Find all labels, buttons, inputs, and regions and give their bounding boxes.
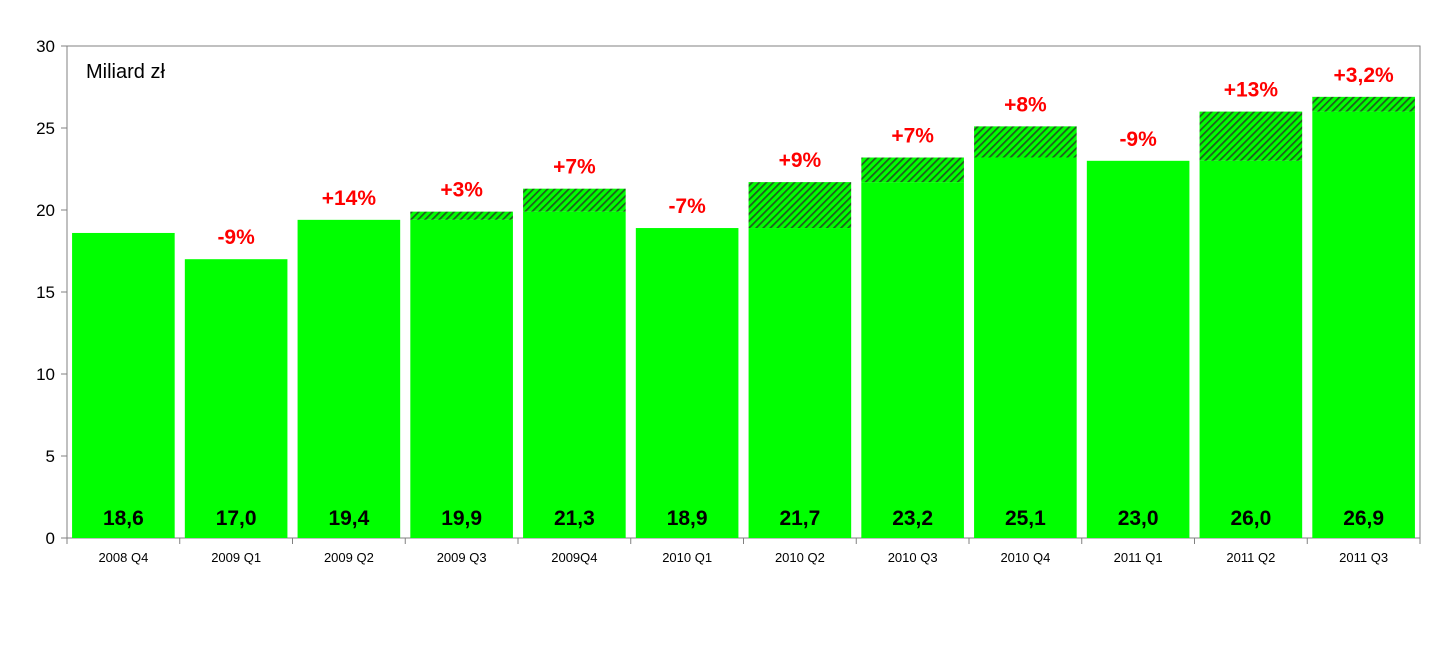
- x-tick-label: 2010 Q4: [1000, 550, 1050, 565]
- bar-value-label: 18,6: [103, 507, 144, 530]
- x-tick-label: 2011 Q1: [1114, 550, 1163, 565]
- x-tick-label: 2011 Q2: [1226, 550, 1275, 565]
- bar-increment-hatched: [748, 182, 852, 229]
- y-axis: 0 5 10 15 20 25 30: [36, 37, 67, 548]
- bar-value-label: 26,9: [1343, 507, 1384, 530]
- y-tick-label: 25: [36, 119, 55, 138]
- bar: [72, 232, 175, 538]
- bar: [184, 259, 288, 538]
- y-tick-label: 15: [36, 283, 55, 302]
- bar-base: [410, 219, 513, 538]
- bar-value-label: 23,2: [892, 507, 933, 530]
- bar: [635, 228, 739, 539]
- change-label: +3%: [440, 179, 483, 202]
- bar-increment-hatched: [1199, 111, 1303, 161]
- bar-value-label: 19,9: [441, 507, 482, 530]
- bar-value-label: 21,7: [779, 507, 820, 530]
- bar-value-label: 19,4: [328, 507, 369, 530]
- change-label: +9%: [779, 149, 822, 172]
- bar-increment-hatched: [410, 211, 513, 220]
- bar-increment-hatched: [974, 126, 1077, 158]
- plot-area: [66, 45, 1421, 539]
- change-label: +7%: [553, 156, 596, 179]
- x-tick-label: 2008 Q4: [98, 550, 148, 565]
- bar: [1086, 160, 1190, 539]
- bar-base: [1312, 111, 1415, 538]
- y-tick-label: 10: [36, 365, 55, 384]
- bar-value-label: 21,3: [554, 507, 595, 530]
- bars-group: 18,6 17,0 -9% 19,4 +14% 19,9 +3% 21,3 +7% 18,9 -7%…: [72, 64, 1415, 539]
- change-label: -9%: [1119, 128, 1157, 151]
- x-tick-label: 2009Q4: [551, 550, 597, 565]
- unit-label: Miliard zł: [86, 61, 165, 83]
- bar-value-label: 26,0: [1230, 507, 1271, 530]
- bar-increment-hatched: [1312, 96, 1415, 112]
- x-axis: 2008 Q4 2009 Q1 2009 Q2 2009 Q3 2009Q4 2010 Q…: [66, 538, 1421, 565]
- y-tick-label: 20: [36, 201, 55, 220]
- bar-base: [974, 157, 1077, 538]
- y-tick-label: 0: [46, 529, 55, 548]
- x-tick-label: 2009 Q2: [324, 550, 374, 565]
- bar-increment-hatched: [523, 188, 626, 212]
- bar-base: [523, 211, 626, 538]
- x-tick-label: 2011 Q3: [1339, 550, 1388, 565]
- bar-value-label: 25,1: [1005, 507, 1046, 530]
- x-tick-label: 2009 Q1: [211, 550, 261, 565]
- change-label: +13%: [1224, 79, 1279, 102]
- bar-increment-hatched: [861, 157, 964, 183]
- change-label: -7%: [668, 195, 706, 218]
- y-tick-label: 30: [36, 37, 55, 56]
- bar-value-label: 23,0: [1118, 507, 1159, 530]
- bar-value-label: 17,0: [216, 507, 257, 530]
- x-tick-label: 2009 Q3: [437, 550, 487, 565]
- change-label: -9%: [217, 226, 255, 249]
- change-label: +3,2%: [1334, 64, 1394, 87]
- y-tick-label: 5: [46, 447, 55, 466]
- x-tick-label: 2010 Q1: [662, 550, 712, 565]
- bar-value-label: 18,9: [667, 507, 708, 530]
- bar-base: [861, 182, 964, 538]
- bar: [297, 219, 401, 538]
- x-tick-label: 2010 Q2: [775, 550, 825, 565]
- change-label: +8%: [1004, 93, 1047, 116]
- change-label: +7%: [891, 125, 934, 148]
- bar-base: [748, 228, 852, 539]
- bar-base: [1199, 160, 1303, 539]
- change-label: +14%: [322, 187, 377, 210]
- x-tick-label: 2010 Q3: [888, 550, 938, 565]
